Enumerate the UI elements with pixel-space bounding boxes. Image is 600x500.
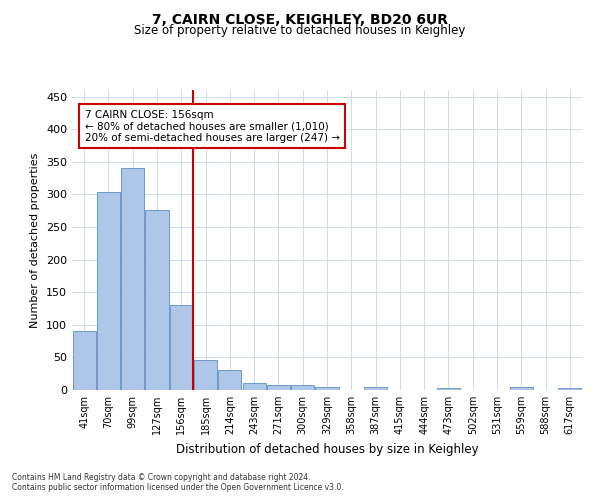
Text: Size of property relative to detached houses in Keighley: Size of property relative to detached ho… xyxy=(134,24,466,37)
Bar xyxy=(218,370,241,390)
Bar xyxy=(316,386,338,390)
Bar xyxy=(267,385,290,390)
Bar xyxy=(559,388,581,390)
Bar xyxy=(121,168,144,390)
Bar xyxy=(437,388,460,390)
Bar xyxy=(510,388,533,390)
Bar xyxy=(97,192,120,390)
Y-axis label: Number of detached properties: Number of detached properties xyxy=(31,152,40,328)
Text: Contains HM Land Registry data © Crown copyright and database right 2024.: Contains HM Land Registry data © Crown c… xyxy=(12,474,311,482)
Text: 7 CAIRN CLOSE: 156sqm
← 80% of detached houses are smaller (1,010)
20% of semi-d: 7 CAIRN CLOSE: 156sqm ← 80% of detached … xyxy=(85,110,340,143)
X-axis label: Distribution of detached houses by size in Keighley: Distribution of detached houses by size … xyxy=(176,442,478,456)
Bar xyxy=(242,384,266,390)
Bar xyxy=(291,385,314,390)
Bar xyxy=(145,210,169,390)
Bar xyxy=(194,360,217,390)
Text: 7, CAIRN CLOSE, KEIGHLEY, BD20 6UR: 7, CAIRN CLOSE, KEIGHLEY, BD20 6UR xyxy=(152,12,448,26)
Bar xyxy=(73,330,95,390)
Text: Contains public sector information licensed under the Open Government Licence v3: Contains public sector information licen… xyxy=(12,484,344,492)
Bar xyxy=(364,388,387,390)
Bar xyxy=(170,304,193,390)
